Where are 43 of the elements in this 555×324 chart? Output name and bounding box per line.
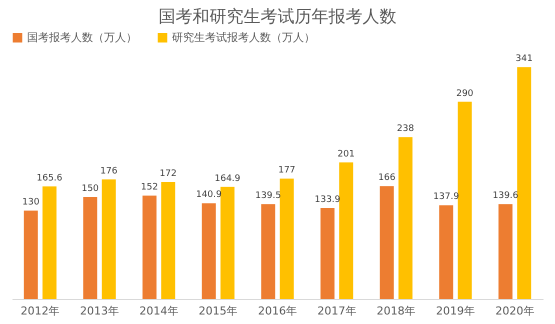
data-label: 176 bbox=[100, 166, 118, 176]
bar bbox=[339, 162, 354, 299]
bar bbox=[261, 204, 276, 299]
bar bbox=[439, 205, 454, 299]
data-label: 165.6 bbox=[36, 173, 63, 184]
x-tick-label: 2014年 bbox=[139, 304, 178, 318]
bar bbox=[320, 208, 334, 299]
x-tick-label: 2019年 bbox=[436, 304, 475, 318]
data-label: 152 bbox=[140, 182, 158, 193]
bar bbox=[102, 179, 116, 299]
bar bbox=[142, 196, 157, 299]
data-label: 238 bbox=[396, 124, 414, 134]
legend-label: 国考报考人数（万人） bbox=[27, 30, 137, 44]
data-label: 130 bbox=[22, 198, 40, 208]
bar bbox=[220, 186, 234, 299]
data-label: 150 bbox=[82, 184, 100, 194]
x-tick-label: 2012年 bbox=[20, 304, 60, 318]
chart-title: 国考和研究生考试历年报考人数 bbox=[158, 7, 396, 27]
bar bbox=[161, 182, 176, 299]
x-tick-label: 2015年 bbox=[198, 304, 238, 318]
x-tick-label: 2020年 bbox=[495, 304, 534, 318]
bar bbox=[280, 178, 294, 299]
bar bbox=[24, 210, 38, 299]
data-label: 290 bbox=[456, 88, 474, 99]
data-label: 341 bbox=[516, 54, 533, 64]
bar bbox=[202, 203, 216, 299]
bar bbox=[498, 204, 512, 299]
data-label: 164.9 bbox=[214, 174, 241, 184]
x-tick-label: 2016年 bbox=[258, 304, 297, 318]
bar bbox=[42, 186, 56, 299]
bar bbox=[398, 137, 412, 299]
bar bbox=[83, 197, 98, 299]
data-label: 177 bbox=[278, 166, 296, 176]
bar bbox=[458, 102, 472, 299]
data-label: 166 bbox=[378, 173, 396, 184]
data-label: 172 bbox=[160, 169, 177, 180]
x-tick-label: 2013年 bbox=[80, 304, 120, 318]
x-tick-label: 2017年 bbox=[317, 304, 356, 318]
legend-label: 研究生考试报考人数（万人） bbox=[172, 30, 315, 44]
x-tick-label: 2018年 bbox=[376, 304, 416, 318]
data-label: 201 bbox=[338, 149, 355, 160]
bar bbox=[517, 67, 532, 299]
bar bbox=[380, 186, 394, 299]
